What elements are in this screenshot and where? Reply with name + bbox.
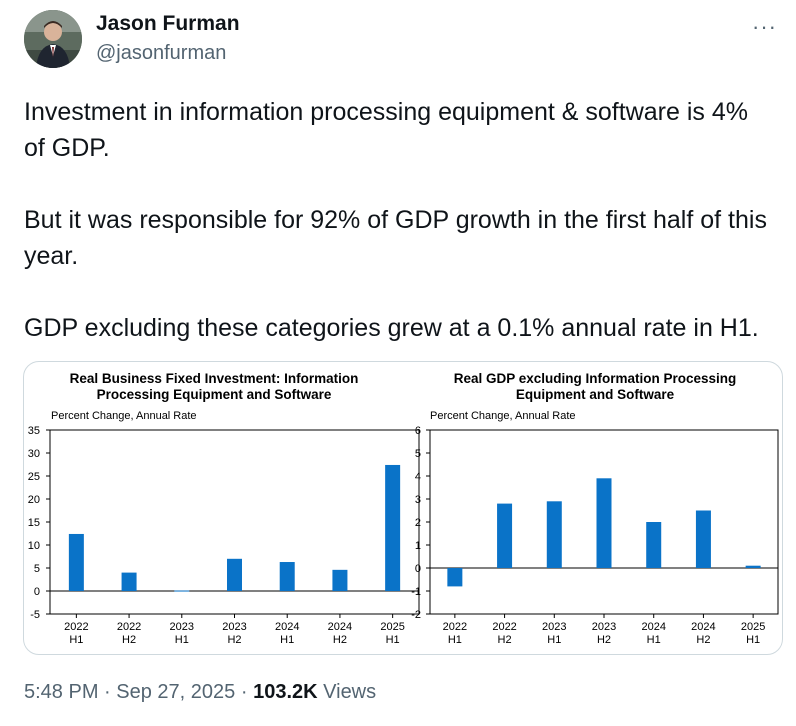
x-tick-label-year: 2025 bbox=[741, 621, 765, 633]
x-tick-label-half: H1 bbox=[448, 634, 462, 646]
y-tick-label: -1 bbox=[411, 586, 421, 598]
bar bbox=[695, 510, 711, 568]
y-tick-label: 0 bbox=[415, 563, 421, 575]
x-tick-label-half: H2 bbox=[333, 634, 347, 646]
x-tick-label-year: 2025 bbox=[380, 621, 404, 633]
bar bbox=[279, 562, 295, 591]
chart-title-line: Real Business Fixed Investment: Informat… bbox=[70, 371, 359, 386]
y-tick-label: 5 bbox=[34, 563, 40, 575]
bar bbox=[385, 464, 401, 591]
bar bbox=[121, 572, 137, 591]
chart-subtitle: Percent Change, Annual Rate bbox=[51, 410, 197, 422]
avatar-photo bbox=[24, 10, 82, 68]
chart-title-line: Equipment and Software bbox=[516, 387, 675, 402]
more-options-icon[interactable]: ··· bbox=[752, 14, 777, 39]
x-tick-label-year: 2022 bbox=[492, 621, 516, 633]
chart-title-line: Real GDP excluding Information Processin… bbox=[454, 371, 737, 386]
footer-separator: · bbox=[240, 681, 248, 703]
tweet-paragraph: But it was responsible for 92% of GDP gr… bbox=[24, 206, 767, 270]
author-name[interactable]: Jason Furman bbox=[96, 12, 240, 35]
x-tick-label-half: H2 bbox=[498, 634, 512, 646]
bar bbox=[497, 503, 513, 568]
y-tick-label: 2 bbox=[415, 517, 421, 529]
x-tick-label-half: H2 bbox=[696, 634, 710, 646]
avatar[interactable] bbox=[24, 10, 82, 68]
author-handle[interactable]: @jasonfurman bbox=[96, 42, 227, 64]
tweet-footer: 5:48 PM · Sep 27, 2025 · 103.2K Views bbox=[24, 681, 376, 704]
charts-figure: Real Business Fixed Investment: Informat… bbox=[28, 371, 779, 646]
bar bbox=[646, 522, 662, 568]
y-tick-label: -2 bbox=[411, 609, 421, 621]
x-tick-label-half: H1 bbox=[69, 634, 83, 646]
y-tick-label: 30 bbox=[28, 448, 40, 460]
y-tick-label: 5 bbox=[415, 448, 421, 460]
y-tick-label: 3 bbox=[415, 494, 421, 506]
x-tick-label-half: H1 bbox=[547, 634, 561, 646]
y-tick-label: 6 bbox=[415, 425, 421, 437]
bar bbox=[546, 501, 562, 568]
y-tick-label: 10 bbox=[28, 540, 40, 552]
tweet-paragraph: GDP excluding these categories grew at a… bbox=[24, 314, 759, 342]
x-tick-label-year: 2024 bbox=[275, 621, 299, 633]
y-tick-label: 35 bbox=[28, 425, 40, 437]
x-tick-label-half: H1 bbox=[175, 634, 189, 646]
x-tick-label-year: 2022 bbox=[64, 621, 88, 633]
x-tick-label-half: H1 bbox=[280, 634, 294, 646]
x-tick-label-half: H1 bbox=[647, 634, 661, 646]
bar bbox=[332, 569, 348, 591]
x-tick-label-year: 2023 bbox=[592, 621, 616, 633]
tweet-time[interactable]: 5:48 PM bbox=[24, 681, 99, 703]
tweet-paragraph: Investment in information processing equ… bbox=[24, 98, 748, 162]
x-tick-label-half: H2 bbox=[122, 634, 136, 646]
y-tick-label: 15 bbox=[28, 517, 40, 529]
y-tick-label: 20 bbox=[28, 494, 40, 506]
bar bbox=[596, 478, 612, 568]
bar bbox=[174, 590, 190, 592]
tweet-media-image[interactable]: Real Business Fixed Investment: Informat… bbox=[23, 361, 783, 655]
y-tick-label: 25 bbox=[28, 471, 40, 483]
x-tick-label-year: 2024 bbox=[328, 621, 352, 633]
tweet-date[interactable]: Sep 27, 2025 bbox=[116, 681, 236, 703]
x-tick-label-half: H2 bbox=[227, 634, 241, 646]
y-tick-label: 4 bbox=[415, 471, 421, 483]
bar bbox=[227, 558, 242, 591]
x-tick-label-year: 2024 bbox=[691, 621, 715, 633]
x-tick-label-year: 2023 bbox=[170, 621, 194, 633]
views-count[interactable]: 103.2K bbox=[253, 681, 318, 703]
x-tick-label-half: H1 bbox=[386, 634, 400, 646]
y-tick-label: 0 bbox=[34, 586, 40, 598]
chart-subtitle: Percent Change, Annual Rate bbox=[430, 410, 576, 422]
chart-title-line: Processing Equipment and Software bbox=[97, 387, 332, 402]
x-tick-label-year: 2024 bbox=[641, 621, 665, 633]
x-tick-label-year: 2023 bbox=[542, 621, 566, 633]
x-tick-label-year: 2023 bbox=[222, 621, 246, 633]
x-tick-label-year: 2022 bbox=[117, 621, 141, 633]
x-tick-label-half: H2 bbox=[597, 634, 611, 646]
y-tick-label: 1 bbox=[415, 540, 421, 552]
y-tick-label: -5 bbox=[30, 609, 40, 621]
views-label: Views bbox=[323, 681, 377, 703]
footer-separator: · bbox=[104, 681, 111, 703]
bar bbox=[745, 565, 761, 568]
x-tick-label-year: 2022 bbox=[443, 621, 467, 633]
x-tick-label-half: H1 bbox=[746, 634, 760, 646]
bar bbox=[447, 568, 463, 587]
bar bbox=[68, 533, 84, 591]
tweet-text: Investment in information processing equ… bbox=[24, 94, 772, 382]
